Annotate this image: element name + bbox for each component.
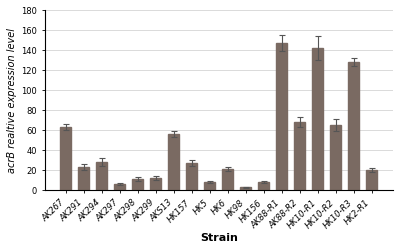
Y-axis label: acrB realtive expression level: acrB realtive expression level [7,28,17,173]
Bar [114,184,125,190]
Bar [60,127,71,190]
Bar [78,167,89,190]
Bar [294,122,305,190]
Bar [312,48,323,190]
Bar [150,178,161,190]
Bar [168,134,179,190]
Bar [348,62,359,190]
Bar [186,163,197,190]
Bar [258,182,269,190]
Bar [204,182,215,190]
Bar [222,169,233,190]
Bar [276,44,287,190]
Bar [96,162,107,190]
Bar [132,179,143,190]
Bar [240,187,251,190]
Bar [330,125,341,190]
X-axis label: Strain: Strain [200,233,238,243]
Bar [366,170,377,190]
